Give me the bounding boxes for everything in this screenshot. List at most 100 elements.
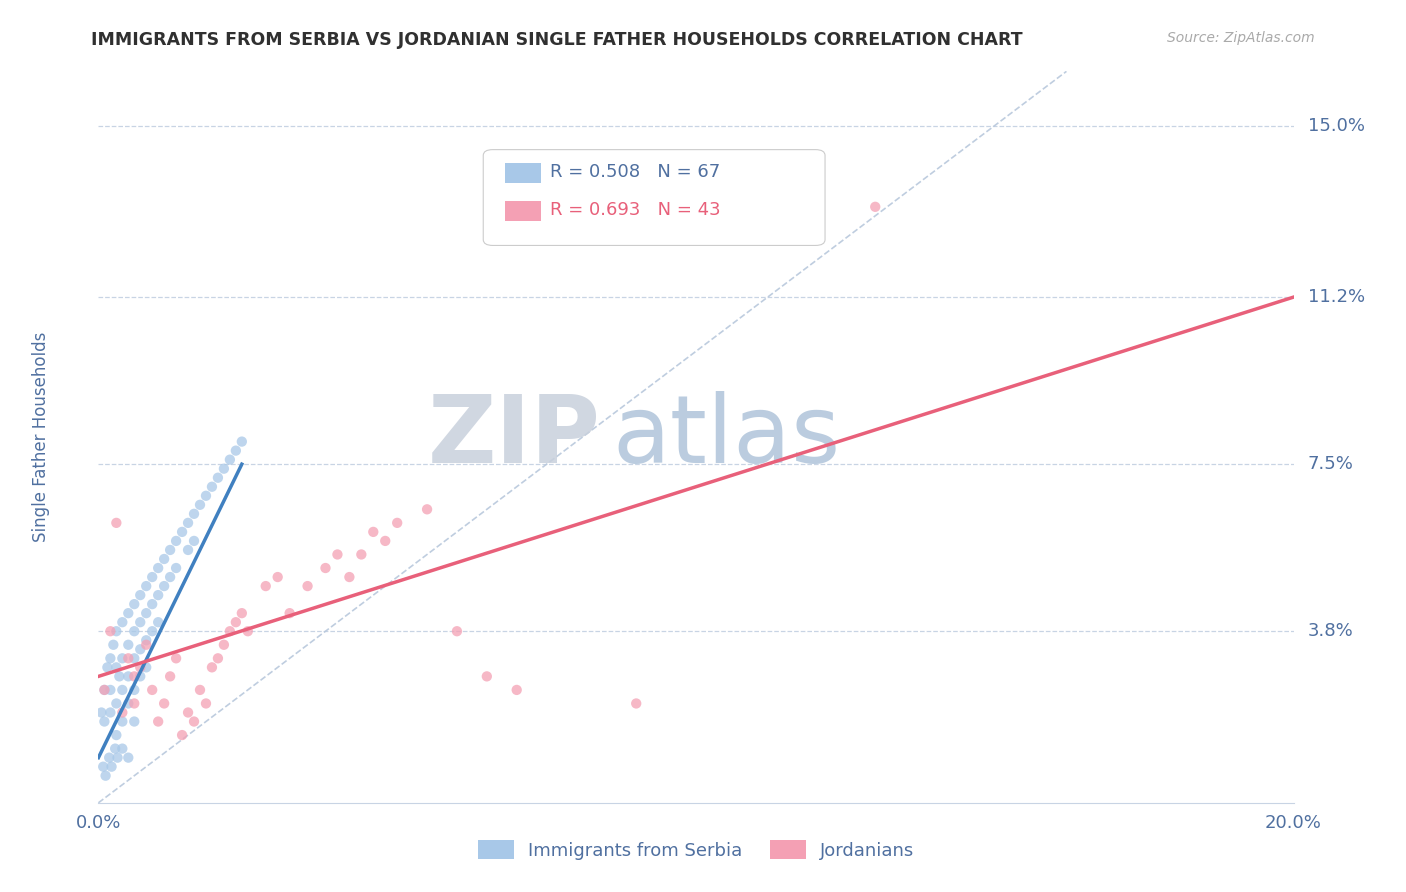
Text: ZIP: ZIP — [427, 391, 600, 483]
Point — [326, 548, 349, 562]
Point — [117, 750, 139, 764]
Point — [100, 760, 122, 774]
Point — [129, 642, 152, 657]
Point — [117, 606, 139, 620]
Point — [124, 597, 146, 611]
Point — [267, 570, 290, 584]
Point — [98, 682, 122, 697]
Point — [148, 615, 170, 630]
Point — [207, 471, 229, 485]
Point — [135, 633, 157, 648]
Text: 11.2%: 11.2% — [1308, 288, 1365, 306]
Point — [105, 728, 128, 742]
Point — [159, 543, 181, 558]
Point — [195, 697, 218, 711]
FancyBboxPatch shape — [505, 201, 541, 221]
Point — [350, 548, 373, 562]
Point — [278, 606, 301, 620]
Point — [98, 750, 121, 764]
Point — [183, 714, 205, 729]
Point — [111, 651, 134, 665]
Point — [188, 682, 211, 697]
Point — [172, 524, 194, 539]
Point — [153, 697, 176, 711]
Text: 3.8%: 3.8% — [1308, 623, 1354, 640]
Point — [165, 651, 187, 665]
Point — [231, 434, 253, 449]
Point — [135, 606, 157, 620]
Point — [103, 638, 125, 652]
Point — [363, 524, 385, 539]
Point — [135, 638, 157, 652]
Point — [506, 682, 529, 697]
Point — [195, 489, 218, 503]
Point — [111, 706, 134, 720]
Point — [135, 579, 157, 593]
Point — [148, 714, 170, 729]
Point — [129, 660, 152, 674]
Text: IMMIGRANTS FROM SERBIA VS JORDANIAN SINGLE FATHER HOUSEHOLDS CORRELATION CHART: IMMIGRANTS FROM SERBIA VS JORDANIAN SING… — [91, 31, 1024, 49]
Point — [104, 741, 127, 756]
FancyBboxPatch shape — [505, 163, 541, 183]
Point — [98, 624, 122, 639]
Point — [129, 588, 152, 602]
Point — [111, 714, 134, 729]
Point — [117, 638, 139, 652]
Point — [90, 706, 112, 720]
Point — [105, 624, 128, 639]
Point — [124, 682, 146, 697]
Point — [105, 697, 128, 711]
Text: 15.0%: 15.0% — [1308, 117, 1365, 135]
Point — [225, 443, 247, 458]
Point — [165, 561, 187, 575]
Point — [98, 706, 122, 720]
Point — [865, 200, 887, 214]
Point — [236, 624, 259, 639]
Point — [111, 682, 134, 697]
Point — [626, 697, 648, 711]
Point — [183, 507, 205, 521]
Point — [165, 533, 187, 548]
Point — [201, 480, 224, 494]
Point — [111, 741, 134, 756]
Point — [177, 543, 200, 558]
Point — [172, 728, 194, 742]
Text: Source: ZipAtlas.com: Source: ZipAtlas.com — [1167, 31, 1315, 45]
Point — [177, 516, 200, 530]
Point — [219, 452, 242, 467]
Text: R = 0.693   N = 43: R = 0.693 N = 43 — [550, 202, 721, 219]
Point — [124, 624, 146, 639]
Point — [297, 579, 319, 593]
Point — [93, 682, 115, 697]
Point — [159, 669, 181, 683]
Point — [141, 682, 163, 697]
Point — [141, 570, 163, 584]
Point — [254, 579, 277, 593]
Point — [315, 561, 337, 575]
Text: atlas: atlas — [613, 391, 841, 483]
Point — [105, 660, 128, 674]
Point — [231, 606, 253, 620]
Point — [107, 750, 129, 764]
Point — [207, 651, 229, 665]
Point — [108, 669, 131, 683]
FancyBboxPatch shape — [484, 150, 825, 245]
Point — [385, 516, 409, 530]
Point — [117, 697, 139, 711]
Point — [105, 516, 128, 530]
Point — [159, 570, 181, 584]
Text: 7.5%: 7.5% — [1308, 455, 1354, 473]
Point — [124, 651, 146, 665]
Point — [148, 561, 170, 575]
Text: R = 0.508   N = 67: R = 0.508 N = 67 — [550, 163, 720, 181]
Point — [124, 714, 146, 729]
Point — [212, 461, 235, 475]
Point — [475, 669, 498, 683]
Point — [446, 624, 468, 639]
Point — [219, 624, 242, 639]
Point — [416, 502, 439, 516]
Point — [129, 615, 152, 630]
Point — [96, 660, 118, 674]
Point — [93, 714, 115, 729]
Point — [153, 552, 176, 566]
